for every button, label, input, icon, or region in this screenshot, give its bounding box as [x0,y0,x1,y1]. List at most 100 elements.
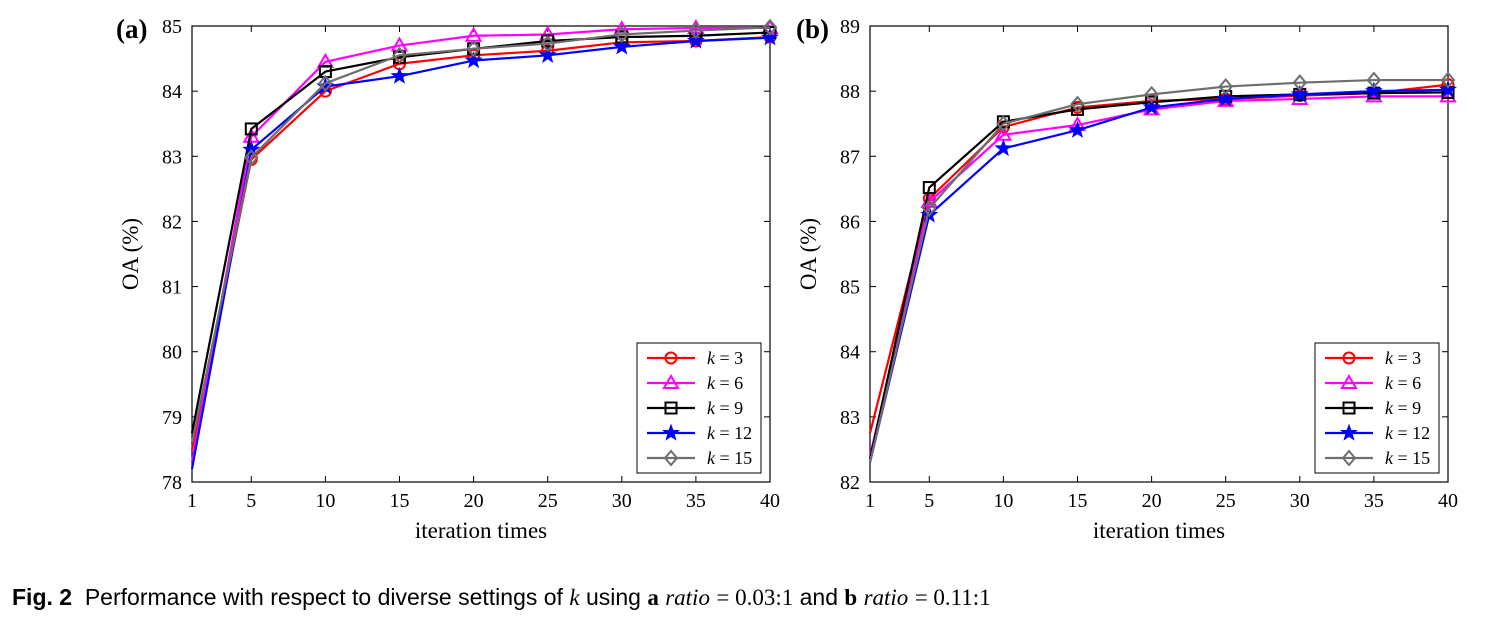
caption-var-k: k [569,585,580,610]
data-point [921,199,937,217]
legend-label: k = 6 [707,373,743,393]
figure: 1 5 10 15 20 25 30 35 407879808182838485iteratio… [116,14,1458,543]
y-tick-label: 89 [840,16,860,38]
caption-label: Fig. 2 [12,584,73,610]
x-tick-label: 30 [612,490,632,512]
series-line [190,26,771,444]
y-tick-label: 82 [840,472,860,494]
y-tick-label: 86 [840,211,860,233]
legend-label: k = 3 [1385,348,1421,368]
legend-label: k = 12 [1385,423,1430,443]
data-point [1364,81,1383,99]
legend-marker [1342,401,1356,415]
caption-text-and: and [799,584,838,610]
legend-entry: k = 9 [1325,398,1421,418]
legend: k = 3 k = 6 k = 9 k = 12 k = 15 [1314,342,1440,474]
data-point [922,181,936,195]
legend-entry: k = 9 [647,398,743,418]
series-diamond [868,71,1456,463]
data-point [243,149,259,167]
y-tick-label: 82 [162,211,182,233]
y-tick-label: 80 [162,342,182,364]
legend-entry: k = 6 [647,373,743,393]
panel-label: (b) [796,14,829,44]
panel-label: (a) [116,14,147,44]
data-point [392,46,407,64]
x-axis-label: iteration times [1093,518,1225,543]
legend-entry: k = 15 [1325,448,1430,468]
chart-panel-a: 1 5 10 15 20 25 30 35 407879808182838485iteratio… [116,14,780,543]
x-axis-label: iteration times [415,518,547,543]
x-tick-label: 35 [1364,490,1384,512]
data-point [762,18,778,36]
legend-label: k = 12 [707,423,752,443]
data-point [1438,80,1458,98]
legend-marker [664,401,678,415]
legend-marker [1341,449,1357,467]
y-tick-label: 81 [162,277,182,299]
data-point [538,45,557,63]
y-tick-label: 78 [162,472,182,494]
x-tick-label: 1 [187,490,197,512]
x-tick-label: 20 [1142,490,1162,512]
data-point [242,140,261,158]
data-point [1068,120,1087,138]
x-tick-label: 5 [246,490,256,512]
data-point [466,40,481,58]
data-point [994,139,1013,157]
legend-marker [1342,351,1356,365]
plot-area [191,25,771,483]
data-point [540,35,556,53]
data-point [996,115,1011,133]
y-tick-label: 84 [162,81,182,103]
y-axis-label: OA (%) [796,218,821,290]
legend-entry: k = 12 [1325,423,1430,443]
legend-entry: k = 12 [647,423,752,443]
data-point [1144,85,1159,103]
legend: k = 3 k = 6 k = 9 k = 12 k = 15 [636,342,762,474]
y-axis-label: OA (%) [118,218,143,290]
plot-area [869,25,1449,483]
series-diamond [190,18,778,444]
series-star [868,80,1458,463]
data-point [1070,95,1085,113]
caption-ratio-a: = 0.03:1 [716,585,794,610]
data-point [686,31,705,49]
data-point [390,66,409,84]
data-point [390,36,409,52]
x-tick-label: 25 [538,490,558,512]
caption-ratio-word-a: ratio [665,585,710,610]
legend-marker [663,449,679,467]
x-tick-label: 10 [993,490,1013,512]
x-tick-label: 15 [1067,490,1087,512]
caption-text-1: Performance with respect to diverse sett… [84,584,563,610]
figure-caption: Fig. 2 Performance with respect to diver… [12,584,991,611]
x-tick-label: 35 [686,490,706,512]
data-point [1292,74,1308,92]
data-point [464,51,483,69]
y-tick-label: 85 [162,16,182,38]
legend-entry: k = 15 [647,448,752,468]
data-point [1290,84,1309,103]
legend-marker [662,374,680,389]
legend-label: k = 15 [1385,448,1430,468]
x-tick-label: 20 [464,490,484,512]
x-tick-label: 25 [1216,490,1236,512]
data-point [538,25,557,41]
x-tick-label: 10 [315,490,335,512]
legend-label: k = 15 [707,448,752,468]
legend-label: k = 9 [707,398,743,418]
series-line [190,26,770,463]
series-star [190,28,780,470]
legend-entry: k = 6 [1325,373,1421,393]
x-tick-label: 1 [865,490,875,512]
legend-entry: k = 3 [647,348,743,368]
data-point [244,122,258,136]
caption-letter-b: b [844,585,858,610]
caption-ratio-word-b: ratio [863,585,909,610]
y-tick-label: 87 [840,146,860,168]
legend-marker [1339,423,1359,441]
x-tick-label: 30 [1290,490,1310,512]
legend-marker [664,351,678,365]
data-point [612,37,631,55]
